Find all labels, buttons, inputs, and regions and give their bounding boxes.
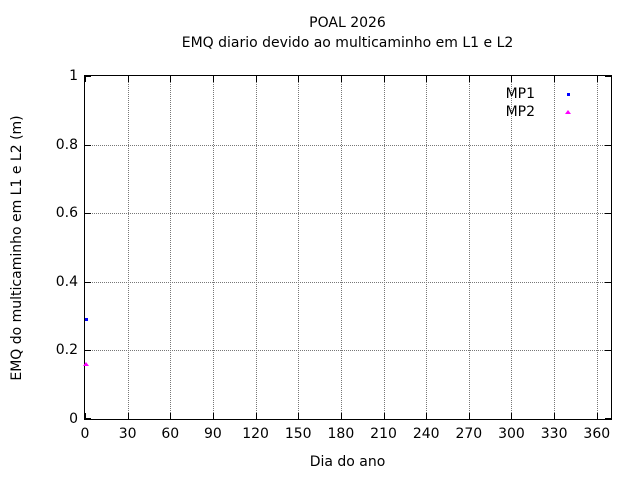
chart-subtitle: EMQ diario devido ao multicaminho em L1 … bbox=[181, 35, 514, 51]
x-tick-mark bbox=[85, 413, 86, 419]
x-tick-mark bbox=[426, 413, 428, 419]
legend-entry-mp1: MP1 bbox=[433, 85, 583, 103]
x-tick-label: 90 bbox=[204, 426, 222, 442]
x-tick-label: 120 bbox=[242, 426, 269, 442]
y-tick-mark bbox=[85, 144, 91, 146]
y-tick-mark bbox=[85, 281, 91, 283]
grid-line-vertical bbox=[340, 76, 342, 419]
x-tick-mark bbox=[511, 76, 513, 82]
x-tick-label: 360 bbox=[583, 426, 611, 442]
triangle-icon bbox=[565, 110, 571, 114]
x-tick-mark bbox=[170, 76, 172, 82]
x-tick-mark bbox=[212, 76, 214, 82]
x-tick-label: 270 bbox=[455, 426, 483, 442]
y-tick-mark bbox=[605, 350, 611, 352]
x-tick-mark bbox=[468, 413, 470, 419]
x-tick-mark bbox=[298, 76, 300, 82]
x-tick-mark bbox=[127, 76, 129, 82]
x-tick-mark bbox=[212, 413, 214, 419]
legend-label: MP1 bbox=[505, 86, 535, 102]
x-tick-mark bbox=[340, 413, 342, 419]
grid-line-horizontal bbox=[85, 144, 611, 146]
grid-line-vertical bbox=[255, 76, 257, 419]
y-tick-label: 1 bbox=[69, 68, 78, 84]
y-axis-label: EMQ do multicaminho em L1 e L2 (m) bbox=[9, 115, 25, 381]
grid-line-vertical bbox=[426, 76, 428, 419]
x-axis-label: Dia do ano bbox=[309, 454, 386, 470]
legend: MP1 MP2 bbox=[433, 85, 583, 121]
x-tick-label: 150 bbox=[284, 426, 312, 442]
x-tick-label: 180 bbox=[327, 426, 355, 442]
grid-line-vertical bbox=[511, 76, 513, 419]
grid-line-vertical bbox=[554, 76, 556, 419]
y-tick-mark bbox=[85, 418, 91, 419]
chart-title: POAL 2026 bbox=[309, 15, 386, 31]
grid-line-vertical bbox=[127, 76, 129, 419]
data-point-mp1 bbox=[84, 318, 88, 322]
plot-area: MP1 MP2 bbox=[83, 75, 612, 420]
square-icon bbox=[566, 92, 570, 96]
x-tick-mark bbox=[170, 413, 172, 419]
x-tick-mark bbox=[255, 76, 257, 82]
y-tick-label: 0.8 bbox=[55, 136, 78, 153]
grid-line-vertical bbox=[298, 76, 300, 419]
grid-line-vertical bbox=[596, 76, 598, 419]
x-tick-label: 300 bbox=[498, 426, 525, 442]
y-tick-mark bbox=[85, 76, 91, 77]
legend-marker-triangle-icon bbox=[553, 103, 583, 121]
x-tick-label: 210 bbox=[370, 426, 397, 442]
x-tick-label: 30 bbox=[118, 426, 137, 442]
x-tick-label: 60 bbox=[161, 426, 180, 442]
y-tick-label: 0.6 bbox=[55, 205, 78, 222]
y-tick-label: 0 bbox=[69, 411, 78, 427]
grid-line-vertical bbox=[383, 76, 385, 419]
x-tick-mark bbox=[554, 413, 556, 419]
legend-label: MP2 bbox=[505, 104, 535, 120]
x-tick-label: 0 bbox=[80, 426, 90, 442]
x-tick-mark bbox=[127, 413, 129, 419]
x-tick-mark bbox=[340, 76, 342, 82]
x-tick-mark bbox=[255, 413, 257, 419]
legend-entry-mp2: MP2 bbox=[433, 103, 583, 121]
grid-line-vertical bbox=[468, 76, 470, 419]
x-tick-label: 330 bbox=[540, 426, 568, 442]
x-tick-mark bbox=[426, 76, 428, 82]
y-tick-mark bbox=[605, 281, 611, 283]
x-tick-mark bbox=[383, 76, 385, 82]
grid-line-horizontal bbox=[85, 350, 611, 352]
data-point-mp2 bbox=[83, 362, 90, 367]
y-tick-label: 0.2 bbox=[55, 342, 78, 359]
y-tick-mark bbox=[605, 418, 611, 419]
grid-line-horizontal bbox=[85, 213, 611, 215]
x-tick-mark bbox=[383, 413, 385, 419]
grid-line-horizontal bbox=[85, 281, 611, 283]
x-tick-label: 240 bbox=[412, 426, 440, 442]
x-tick-mark bbox=[85, 76, 86, 82]
x-tick-mark bbox=[298, 413, 300, 419]
x-tick-mark bbox=[511, 413, 513, 419]
y-tick-mark bbox=[605, 76, 611, 77]
x-tick-mark bbox=[596, 76, 598, 82]
x-tick-mark bbox=[554, 76, 556, 82]
grid-line-vertical bbox=[170, 76, 172, 419]
grid-line-vertical bbox=[212, 76, 214, 419]
y-tick-label: 0.4 bbox=[55, 273, 78, 290]
y-tick-mark bbox=[605, 144, 611, 146]
y-tick-mark bbox=[605, 213, 611, 215]
legend-marker-square-icon bbox=[553, 85, 583, 103]
y-tick-mark bbox=[85, 350, 91, 352]
x-tick-mark bbox=[596, 413, 598, 419]
x-tick-mark bbox=[468, 76, 470, 82]
y-tick-mark bbox=[85, 213, 91, 215]
